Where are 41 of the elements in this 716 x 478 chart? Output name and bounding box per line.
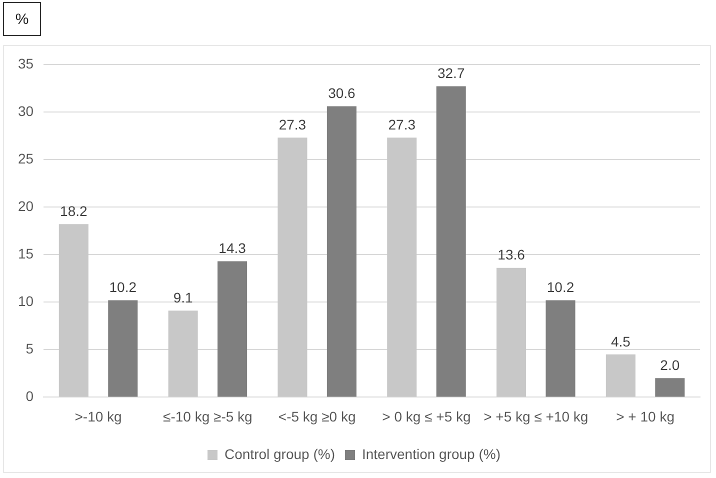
- y-tick-label: 20: [18, 198, 34, 214]
- y-tick-label: 15: [18, 245, 34, 262]
- x-tick-label: ≤-10 kg ≥-5 kg: [163, 408, 252, 424]
- data-label: 2.0: [660, 357, 680, 374]
- data-label: 30.6: [328, 85, 356, 102]
- x-tick-label: > +5 kg ≤ +10 kg: [484, 408, 588, 424]
- x-tick-label: > + 10 kg: [616, 408, 674, 424]
- data-label: 18.2: [60, 203, 88, 220]
- bar: [546, 300, 576, 397]
- data-label: 13.6: [498, 246, 526, 263]
- bar: [168, 310, 198, 397]
- data-label: 4.5: [610, 333, 631, 350]
- bar: [387, 138, 417, 397]
- bar: [496, 268, 526, 397]
- data-label: 32.7: [437, 65, 465, 82]
- bar: [218, 261, 248, 397]
- data-label: 27.3: [278, 116, 306, 132]
- data-label: 14.3: [218, 240, 246, 256]
- bar: [108, 300, 138, 397]
- data-label: 27.3: [388, 116, 416, 132]
- data-label: 9.1: [173, 290, 194, 306]
- legend-label: Intervention group (%): [362, 446, 501, 462]
- y-tick-label: 5: [26, 340, 34, 357]
- x-tick-label: > 0 kg ≤ +5 kg: [382, 408, 471, 424]
- bar: [436, 86, 466, 397]
- data-label: 10.2: [109, 279, 137, 296]
- y-tick-label: 25: [18, 150, 34, 166]
- bar: [58, 224, 88, 397]
- bar: [278, 138, 308, 397]
- x-tick-label: >-10 kg: [74, 408, 122, 424]
- y-tick-label: 30: [18, 102, 34, 119]
- bar: [655, 378, 685, 397]
- x-tick-label: <-5 kg ≥0 kg: [278, 408, 356, 424]
- y-tick-label: 35: [18, 55, 34, 72]
- data-label: 10.2: [546, 279, 574, 296]
- y-tick-label: 10: [18, 292, 34, 309]
- y-axis-title: %: [3, 2, 41, 36]
- bar: [606, 354, 636, 397]
- y-tick-label: 0: [26, 388, 34, 404]
- legend-label: Control group (%): [224, 446, 335, 462]
- bar: [326, 106, 356, 397]
